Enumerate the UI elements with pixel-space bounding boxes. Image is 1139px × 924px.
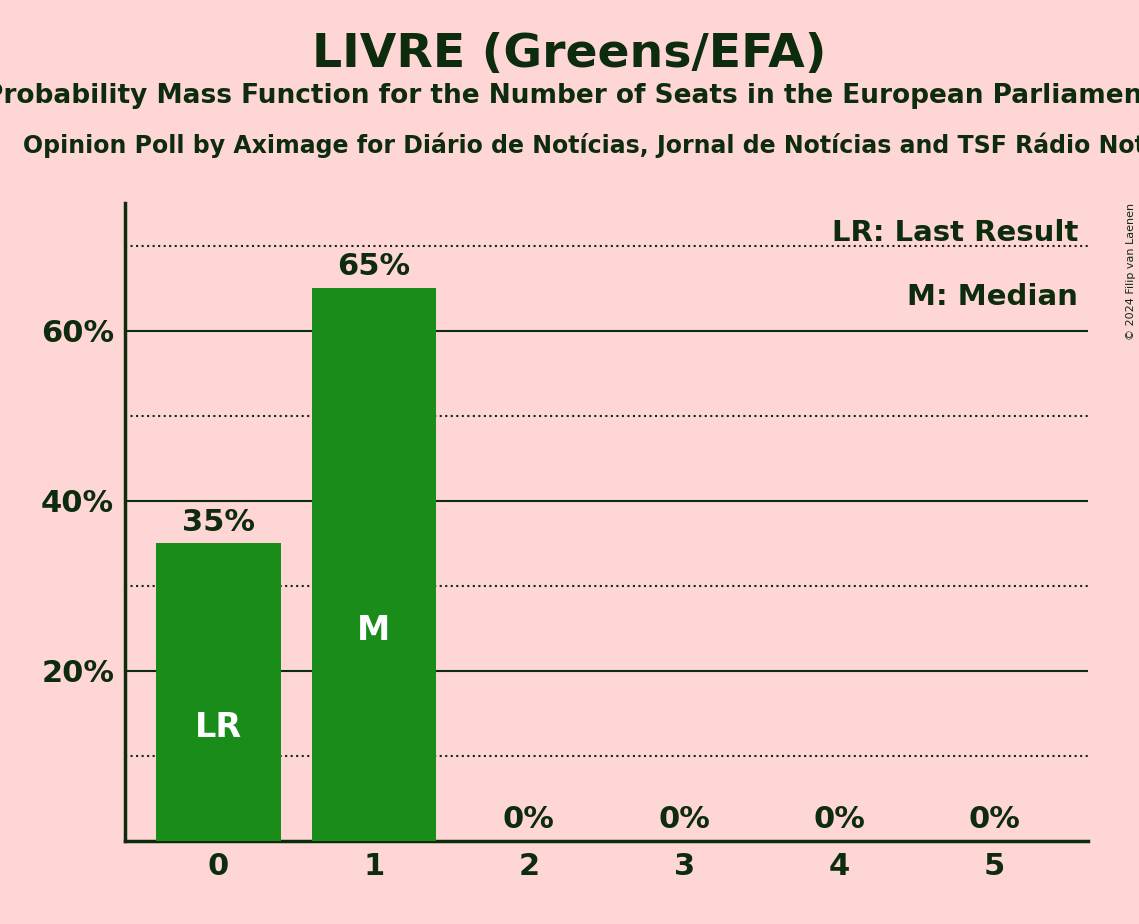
Text: 65%: 65% — [337, 252, 410, 282]
Text: 0%: 0% — [813, 805, 866, 834]
Text: M: M — [357, 614, 391, 648]
Text: 0%: 0% — [503, 805, 555, 834]
Text: © 2024 Filip van Laenen: © 2024 Filip van Laenen — [1126, 203, 1136, 340]
Text: LR: LR — [195, 711, 241, 744]
Text: 0%: 0% — [968, 805, 1021, 834]
Text: Opinion Poll by Aximage for Diário de Notícias, Jornal de Notícias and TSF Rádio: Opinion Poll by Aximage for Diário de No… — [23, 132, 1139, 158]
Text: 0%: 0% — [658, 805, 710, 834]
Text: 35%: 35% — [182, 507, 255, 537]
Bar — [312, 288, 436, 841]
Text: LIVRE (Greens/EFA): LIVRE (Greens/EFA) — [312, 32, 827, 78]
Text: LR: Last Result: LR: Last Result — [831, 219, 1079, 248]
Bar — [156, 543, 280, 841]
Text: M: Median: M: Median — [908, 283, 1079, 311]
Text: Probability Mass Function for the Number of Seats in the European Parliament: Probability Mass Function for the Number… — [0, 83, 1139, 109]
